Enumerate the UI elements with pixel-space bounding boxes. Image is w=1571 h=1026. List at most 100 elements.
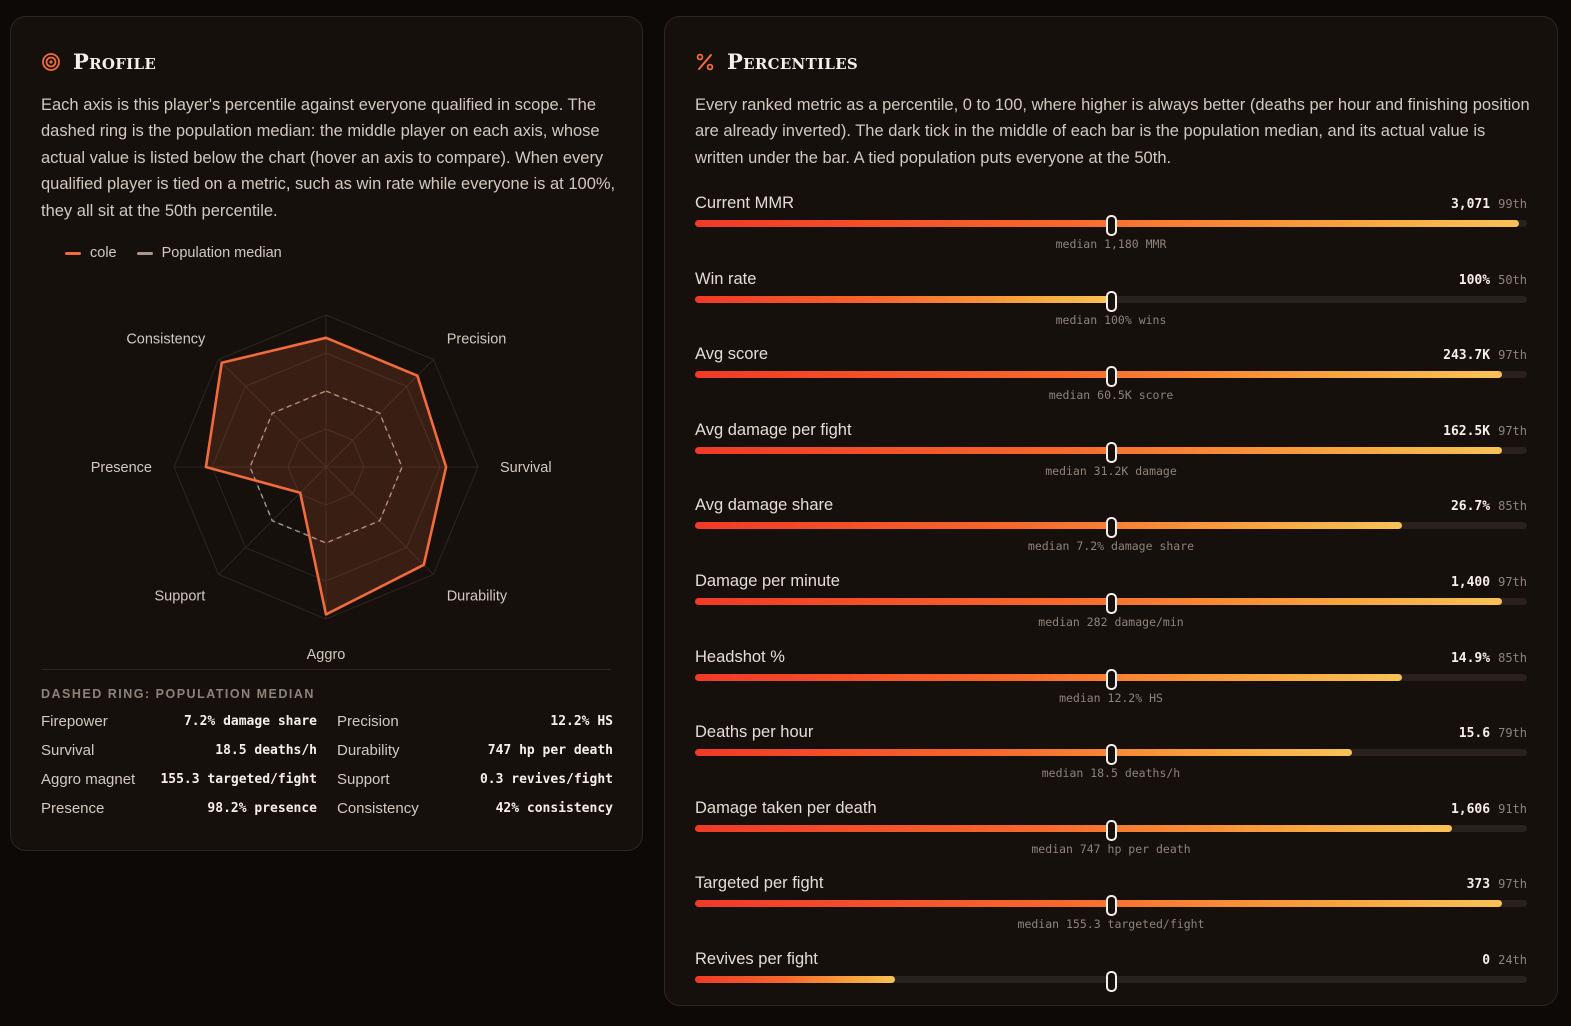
median-value: 155.3 targeted/fight <box>160 772 317 787</box>
metric-row[interactable]: Avg damage share 26.7% 85th median 7.2% dam… <box>695 496 1527 572</box>
metric-name: Avg damage share <box>695 496 834 515</box>
metric-readout: 373 97th <box>1467 877 1527 892</box>
divider <box>41 669 611 670</box>
percentile-bar-track <box>695 668 1527 690</box>
median-tick <box>1106 592 1117 614</box>
metric-row[interactable]: Win rate 100% 50th median 100% wins <box>695 270 1527 346</box>
metric-median: median 155.3 targeted/fight <box>1017 917 1205 932</box>
metric-row[interactable]: Current MMR 3,071 99th median 1,180 MMR <box>695 194 1527 270</box>
metric-value: 1,400 <box>1450 574 1491 590</box>
radar-axis-label: Presence <box>91 460 152 476</box>
median-name: Consistency <box>337 800 419 817</box>
profile-header: Profile <box>41 49 156 74</box>
median-tick <box>1106 744 1117 766</box>
metric-readout: 243.7K 97th <box>1443 348 1527 363</box>
metric-row[interactable]: Damage taken per death 1,606 91th median 74… <box>695 799 1527 875</box>
percentile-bar-fill <box>695 673 1403 681</box>
metric-name: Damage taken per death <box>695 798 877 817</box>
metric-name: Current MMR <box>695 194 795 212</box>
percentile-bar-fill <box>695 975 895 983</box>
metric-value: 0 <box>1482 952 1491 968</box>
metric-row[interactable]: Targeted per fight 373 97th median 155.3 ta… <box>695 874 1527 950</box>
percentiles-title: Percentiles <box>727 49 859 74</box>
metric-name: Damage per minute <box>695 571 840 590</box>
median-value: 0.3 revives/fight <box>479 772 613 787</box>
metric-percentile: 99th <box>1498 197 1527 211</box>
legend-swatch-median <box>136 251 153 255</box>
percentile-bar-track <box>695 290 1527 312</box>
metric-name: Deaths per hour <box>695 723 814 742</box>
metric-median: median 31.2K damage <box>1045 463 1177 478</box>
legend-label-median: Population median <box>161 245 282 261</box>
median-value: 98.2% presence <box>207 801 317 816</box>
percentile-bar-track <box>695 366 1527 388</box>
metric-row[interactable]: Headshot % 14.9% 85th median 12.2% HS <box>695 648 1527 724</box>
median-tick <box>1106 517 1117 539</box>
metric-row[interactable]: Deaths per hour 15.6 79th median 18.5 death… <box>695 723 1527 799</box>
radar-axis-label: Precision <box>447 331 507 347</box>
metric-value: 15.6 <box>1458 726 1491 742</box>
median-values-grid: Firepower 7.2% damage share Precision 12… <box>41 707 613 823</box>
percentile-bar-track <box>695 441 1527 463</box>
legend-item-median[interactable]: Population median <box>136 245 282 261</box>
metric-row[interactable]: Revives per fight 0 24th <box>695 950 1527 1026</box>
metric-median: median 282 damage/min <box>1038 614 1184 629</box>
metric-readout: 1,606 91th <box>1451 802 1527 817</box>
median-tick <box>1106 290 1117 312</box>
percentile-bar-fill <box>695 522 1403 530</box>
radar-axis-label: Survival <box>500 460 552 476</box>
median-name: Survival <box>41 742 95 759</box>
metric-name: Win rate <box>695 269 757 288</box>
metric-row[interactable]: Damage per minute 1,400 97th median 282 dam… <box>695 572 1527 648</box>
percentile-bar-track <box>695 592 1527 614</box>
percent-icon <box>695 52 715 72</box>
percentile-bar-track <box>695 819 1527 841</box>
median-tick <box>1106 668 1117 690</box>
percentile-bar-fill <box>695 749 1353 757</box>
percentile-bar-fill <box>695 295 1111 303</box>
metric-percentile: 91th <box>1498 801 1527 816</box>
metric-percentile: 85th <box>1498 499 1527 514</box>
metric-readout: 14.9% 85th <box>1451 651 1527 666</box>
legend-item-player[interactable]: cole <box>65 245 117 261</box>
metric-readout: 1,400 97th <box>1451 575 1527 590</box>
metric-percentile: 97th <box>1498 877 1527 892</box>
median-name: Firepower <box>41 713 108 730</box>
median-row-presence: Presence 98.2% presence <box>41 794 317 823</box>
profile-panel: Profile Each axis is this player's perce… <box>10 16 643 851</box>
median-row-survival: Survival 18.5 deaths/h <box>41 736 317 765</box>
metric-name: Avg damage per fight <box>695 420 852 439</box>
radar-legend: cole Population median <box>65 245 302 261</box>
metric-value: 14.9% <box>1450 650 1491 666</box>
metric-readout: 26.7% 85th <box>1451 499 1527 514</box>
legend-label-player: cole <box>90 245 117 261</box>
metric-median: median 60.5K score <box>1048 388 1174 403</box>
median-name: Aggro magnet <box>41 771 136 788</box>
metric-readout: 15.6 79th <box>1459 726 1527 741</box>
metric-percentile: 50th <box>1498 272 1527 287</box>
metric-percentile: 97th <box>1498 423 1527 438</box>
profile-title: Profile <box>73 49 157 74</box>
radar-chart: FirepowerPrecisionSurvivalDurabilityAggr… <box>91 314 552 662</box>
metric-median: median 12.2% HS <box>1059 690 1163 705</box>
radar-axis-label: Consistency <box>126 331 206 347</box>
percentile-bar-track <box>695 744 1527 766</box>
percentile-metrics-list: Current MMR 3,071 99th median 1,180 MMR Win … <box>695 194 1527 1026</box>
median-row-durability: Durability 747 hp per death <box>337 736 613 765</box>
metric-value: 3,071 <box>1450 197 1491 212</box>
metric-value: 26.7% <box>1450 499 1491 515</box>
metric-median: median 747 hp per death <box>1031 841 1191 856</box>
median-tick <box>1106 819 1117 841</box>
median-row-support: Support 0.3 revives/fight <box>337 765 613 794</box>
median-tick <box>1106 366 1117 388</box>
percentile-bar-track <box>695 895 1527 917</box>
metric-row[interactable]: Avg damage per fight 162.5K 97th median 31.… <box>695 421 1527 497</box>
radar-axis-label: Support <box>155 589 206 605</box>
metric-median: median 1,180 MMR <box>1055 237 1167 251</box>
median-name: Precision <box>337 713 399 730</box>
metric-row[interactable]: Avg score 243.7K 97th median 60.5K score <box>695 345 1527 421</box>
metric-value: 100% <box>1458 272 1491 288</box>
median-name: Support <box>337 771 390 788</box>
metric-percentile: 79th <box>1498 726 1527 741</box>
radar-axis-label: Durability <box>447 589 508 605</box>
